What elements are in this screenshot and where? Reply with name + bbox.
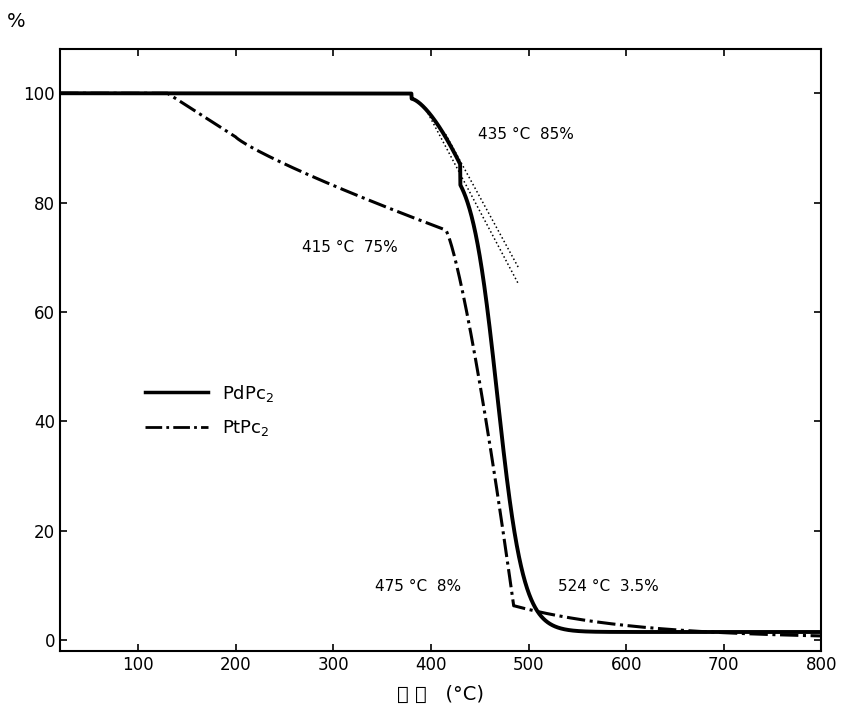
Legend: PdPc$_2$, PtPc$_2$: PdPc$_2$, PtPc$_2$ bbox=[138, 376, 282, 445]
Text: 415 °C  75%: 415 °C 75% bbox=[302, 240, 398, 255]
X-axis label: 温 度   (°C): 温 度 (°C) bbox=[397, 685, 484, 704]
Text: 524 °C  3.5%: 524 °C 3.5% bbox=[558, 579, 659, 594]
Text: 435 °C  85%: 435 °C 85% bbox=[477, 128, 574, 142]
Text: 475 °C  8%: 475 °C 8% bbox=[375, 579, 461, 594]
Text: %: % bbox=[7, 12, 26, 32]
